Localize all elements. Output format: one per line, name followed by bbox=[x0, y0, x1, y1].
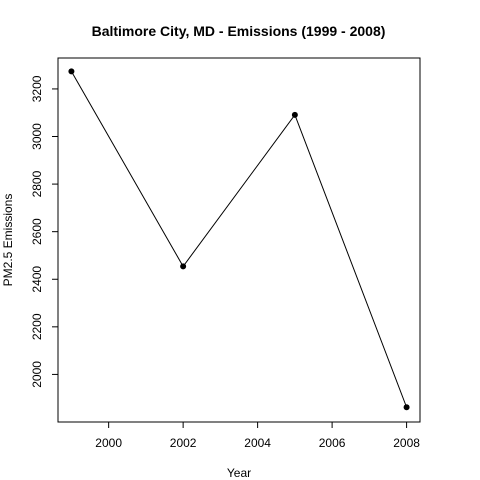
x-axis-label: Year bbox=[227, 466, 251, 480]
y-tick-label: 2600 bbox=[30, 218, 44, 245]
y-axis-label: PM2.5 Emissions bbox=[1, 194, 15, 287]
y-axis: 2000 2200 2400 2600 2800 3000 3200 bbox=[30, 75, 58, 388]
y-tick-label: 2000 bbox=[30, 361, 44, 388]
chart-title: Baltimore City, MD - Emissions (1999 - 2… bbox=[92, 23, 386, 39]
x-axis: 2000 2002 2004 2006 2008 bbox=[95, 422, 420, 450]
plot-frame bbox=[57, 57, 421, 423]
y-tick-label: 3000 bbox=[30, 123, 44, 150]
series-layer bbox=[68, 68, 410, 411]
y-tick-label: 2800 bbox=[30, 170, 44, 197]
y-tick-label: 3200 bbox=[30, 75, 44, 102]
series-line bbox=[70, 71, 408, 408]
y-tick-label: 2400 bbox=[30, 266, 44, 293]
data-point bbox=[291, 111, 298, 118]
data-point bbox=[68, 68, 75, 75]
data-point bbox=[403, 404, 410, 411]
x-tick-label: 2008 bbox=[393, 436, 420, 450]
x-tick-label: 2002 bbox=[170, 436, 197, 450]
x-tick-label: 2006 bbox=[319, 436, 346, 450]
x-tick-label: 2000 bbox=[95, 436, 122, 450]
data-point bbox=[180, 263, 187, 270]
y-tick-label: 2200 bbox=[30, 313, 44, 340]
x-tick-label: 2004 bbox=[244, 436, 271, 450]
